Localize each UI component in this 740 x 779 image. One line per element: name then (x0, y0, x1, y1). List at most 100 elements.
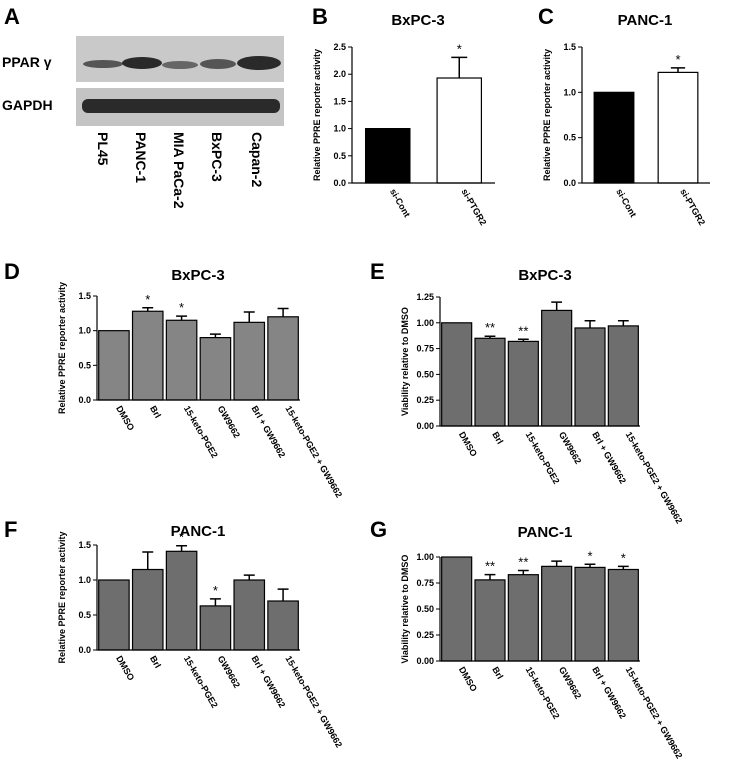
x-tick-label: DMSO (457, 430, 479, 458)
y-tick-label: 1.5 (78, 291, 91, 301)
axes (439, 297, 640, 427)
x-tick-label: Brl + GW9662 (250, 404, 288, 459)
x-tick-label: GW9662 (557, 665, 583, 701)
lane-label: PL45 (95, 132, 111, 166)
chart-title: BxPC-3 (518, 267, 571, 284)
y-tick-label: 1.5 (78, 540, 91, 550)
significance: ** (518, 323, 528, 338)
y-tick-label: 0.25 (416, 395, 434, 405)
chart-title: PANC-1 (618, 12, 673, 29)
error-bar (209, 598, 221, 606)
chart-title: PANC-1 (518, 524, 573, 541)
error-bar (243, 574, 255, 580)
x-tick-label: si-Cont (388, 187, 412, 219)
error-bar (617, 319, 629, 326)
x-tick-label: si-PTGR2 (460, 187, 489, 227)
bar (541, 309, 573, 427)
chart: D BxPC-3 Relative PPRE reporter activity 0.… (4, 259, 344, 499)
x-tick-label: Brl (148, 654, 163, 670)
error-bar (670, 67, 686, 73)
bar (507, 574, 539, 662)
error-bar (551, 301, 563, 311)
bar (507, 340, 539, 427)
y-tick-label: 1.5 (563, 42, 576, 52)
y-tick-label: 0.5 (333, 151, 346, 161)
y-tick-label: 1.0 (563, 87, 576, 97)
significance: * (145, 292, 150, 307)
y-axis-label: Viability relative to DMSO (400, 555, 410, 664)
chart: G PANC-1 Viability relative to DMSO 0.00 0.2… (370, 517, 684, 760)
bar (474, 579, 506, 662)
bands (82, 56, 281, 113)
bar (593, 91, 635, 184)
x-tick-label: DMSO (457, 665, 479, 693)
significance: * (179, 300, 184, 315)
y-tick-label: 2.0 (333, 69, 346, 79)
y-tick-label: 0.5 (78, 610, 91, 620)
x-tick-label: GW9662 (557, 430, 583, 466)
panel-letter: G (370, 517, 387, 542)
error-bar (176, 315, 188, 321)
bar (541, 565, 573, 662)
bar (98, 579, 130, 651)
x-tick-label: DMSO (114, 654, 136, 682)
y-axis-label: Relative PPRE reporter activity (57, 282, 67, 414)
significance: * (621, 550, 626, 565)
significance: ** (485, 559, 495, 574)
x-tick-label: 15-keto-PGE2 (524, 665, 562, 721)
panel-letter: F (4, 517, 17, 542)
bar (165, 319, 198, 401)
error-bar (551, 560, 563, 567)
x-tick-label: 15-keto-PGE2 + GW9662 (283, 404, 344, 499)
x-tick-label: DMSO (114, 404, 136, 432)
chart: C PANC-1 Relative PPRE reporter activity 0.… (538, 4, 710, 227)
y-tick-label: 0.75 (416, 578, 434, 588)
error-bar (584, 563, 596, 568)
bar (267, 600, 299, 651)
y-tick-label: 1.25 (416, 292, 434, 302)
significance: * (213, 583, 218, 598)
panel-letter: B (312, 4, 328, 29)
x-tick-label: si-Cont (614, 187, 638, 219)
y-tick-label: 0.50 (416, 604, 434, 614)
error-bar (617, 565, 629, 570)
error-bar (142, 307, 154, 312)
bar (607, 568, 639, 662)
x-tick-label: Brl (490, 430, 505, 446)
y-axis-label: Relative PPRE reporter activity (312, 49, 322, 181)
bar (441, 556, 473, 662)
y-axis-label: Relative PPRE reporter activity (57, 531, 67, 663)
significance: * (675, 52, 680, 67)
x-tick-label: 15-keto-PGE2 + GW9662 (624, 665, 685, 760)
error-bar (209, 333, 221, 338)
y-tick-label: 0.50 (416, 369, 434, 379)
y-tick-label: 2.5 (333, 42, 346, 52)
bar (233, 321, 266, 401)
y-tick-label: 0.0 (333, 178, 346, 188)
significance: ** (485, 320, 495, 335)
chart: B BxPC-3 Relative PPRE reporter activity 0.… (312, 4, 495, 227)
error-bar (517, 569, 529, 575)
chart: E BxPC-3 Viability relative to DMSO 0.00 0.2… (370, 259, 684, 525)
error-bar (584, 319, 596, 328)
chart-title: BxPC-3 (391, 12, 444, 29)
y-tick-label: 0.5 (78, 360, 91, 370)
bar (441, 322, 473, 427)
bar (364, 128, 411, 184)
lane-label: BxPC-3 (209, 132, 225, 182)
x-tick-label: Brl + GW9662 (590, 665, 628, 720)
error-bar (277, 307, 289, 317)
panel-letter: D (4, 259, 20, 284)
x-tick-label: GW9662 (216, 654, 242, 690)
error-bar (484, 335, 496, 339)
error-bar (517, 338, 529, 342)
bar (131, 568, 164, 651)
error-bar (243, 311, 255, 323)
lane-label: MIA PaCa-2 (171, 132, 187, 209)
bar (436, 77, 483, 184)
y-tick-label: 0.25 (416, 630, 434, 640)
panel-letter: A (4, 4, 20, 29)
axes (351, 47, 495, 184)
x-tick-label: Brl + GW9662 (250, 654, 288, 709)
